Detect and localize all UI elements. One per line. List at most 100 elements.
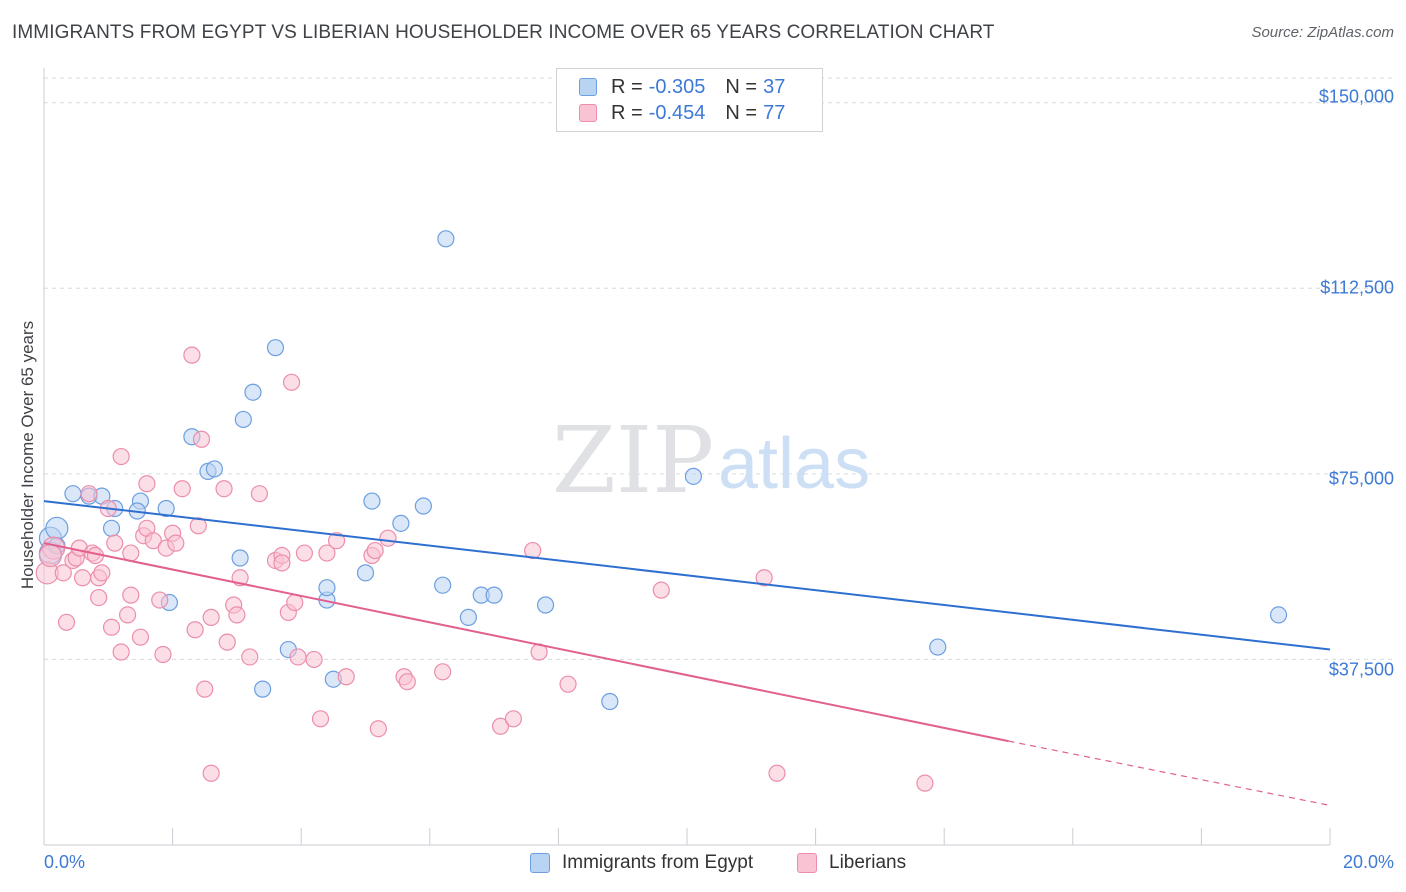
liberian-point	[215, 480, 233, 498]
egypt-point	[205, 460, 223, 478]
liberian-points	[35, 346, 934, 792]
liberian-point	[504, 710, 522, 728]
liberian-point	[93, 564, 111, 582]
source-label: Source: ZipAtlas.com	[1251, 24, 1394, 41]
legend-row-liberian: R = -0.454 N = 77	[579, 101, 785, 125]
egypt-r-value: -0.305	[648, 75, 706, 98]
liberian-point	[559, 675, 577, 693]
liberian-point	[398, 673, 416, 691]
liberian-point	[167, 534, 185, 552]
liberian-swatch	[579, 104, 597, 122]
liberian-point	[131, 628, 150, 646]
liberian-point	[154, 645, 172, 664]
liberian-point	[183, 346, 201, 364]
liberian-point	[202, 764, 220, 782]
liberian-n-label: N =	[725, 101, 758, 124]
liberian-point	[80, 485, 98, 503]
liberian-point	[755, 569, 773, 587]
liberian-point	[112, 643, 130, 661]
liberian-point	[54, 564, 72, 582]
trend-lines	[43, 500, 1331, 807]
egypt-r-label: R =	[611, 75, 643, 98]
liberian-point	[202, 608, 220, 626]
egypt-point	[929, 638, 947, 656]
liberian-point	[916, 774, 934, 792]
liberian-point	[151, 591, 169, 609]
liberian-point	[250, 485, 269, 503]
liberian-point	[289, 648, 307, 666]
liberian-point	[118, 606, 137, 624]
bottom-legend-egypt: Immigrants from Egypt	[530, 852, 753, 874]
x-tick-label-max: 20.0%	[1342, 852, 1394, 872]
liberian-point	[218, 633, 236, 651]
egypt-legend-label: Immigrants from Egypt	[562, 852, 754, 873]
egypt-point	[1269, 606, 1288, 624]
egypt-point	[601, 692, 619, 711]
egypt-point	[266, 339, 285, 357]
egypt-point	[434, 576, 452, 594]
liberian-point	[768, 764, 786, 782]
liberian-r-value: -0.454	[648, 101, 706, 124]
y-axis-label: Householder Income Over 65 years	[18, 320, 37, 590]
liberian-point	[295, 544, 314, 562]
liberian-point	[112, 447, 130, 466]
liberian-point	[138, 475, 156, 493]
liberian-legend-label: Liberians	[829, 852, 907, 873]
legend-row-egypt: R = -0.305 N = 37	[579, 75, 785, 99]
y-tick-label: $150,000	[1318, 86, 1394, 107]
egypt-swatch	[579, 78, 597, 96]
egypt-point	[102, 519, 121, 537]
liberian-point	[73, 569, 92, 587]
liberian-point	[273, 554, 291, 572]
liberian-trend-line	[43, 542, 1009, 743]
liberian-legend-swatch	[797, 853, 817, 873]
egypt-point	[234, 410, 252, 429]
liberian-point	[311, 710, 330, 728]
liberian-point	[318, 544, 336, 562]
liberian-point	[379, 529, 397, 547]
egypt-point	[45, 516, 69, 540]
x-axis	[43, 68, 1331, 846]
watermark-zip: ZIP	[552, 407, 714, 514]
egypt-point	[244, 383, 262, 401]
liberian-point	[305, 650, 323, 669]
egypt-point	[318, 579, 336, 597]
x-tick-label-min: 0.0%	[44, 852, 86, 872]
liberian-point	[102, 618, 121, 636]
bottom-legend-liberian: Liberians	[797, 852, 906, 874]
liberian-point	[192, 430, 211, 448]
liberian-point	[337, 668, 355, 686]
egypt-points	[38, 230, 1288, 711]
egypt-point	[254, 680, 272, 698]
egypt-point	[414, 497, 432, 515]
liberian-trend-extension	[1008, 740, 1331, 807]
liberian-point	[38, 543, 63, 568]
watermark: ZIP atlas	[552, 407, 870, 514]
liberian-point	[652, 581, 670, 599]
egypt-point	[485, 586, 503, 604]
watermark-atlas: atlas	[718, 424, 870, 504]
liberian-point	[173, 480, 191, 498]
egypt-point	[392, 514, 410, 532]
chart-title: IMMIGRANTS FROM EGYPT VS LIBERIAN HOUSEH…	[12, 22, 995, 43]
egypt-point	[231, 549, 249, 567]
egypt-point	[684, 467, 703, 485]
egypt-point	[356, 564, 375, 582]
liberian-n-value: 77	[763, 101, 786, 124]
egypt-point	[459, 608, 477, 626]
liberian-point	[524, 541, 542, 560]
liberian-point	[122, 586, 140, 604]
egypt-point	[157, 499, 175, 518]
liberian-point	[186, 621, 204, 639]
liberian-point	[106, 534, 124, 552]
y-tick-label: $75,000	[1328, 468, 1394, 489]
egypt-point	[437, 230, 455, 248]
liberian-point	[327, 532, 346, 550]
liberian-point	[90, 588, 108, 607]
egypt-trend-line	[43, 500, 1331, 651]
egypt-point	[536, 596, 555, 614]
liberian-point	[241, 648, 259, 666]
liberian-r-label: R =	[611, 101, 643, 124]
y-tick-label: $112,500	[1320, 277, 1394, 298]
